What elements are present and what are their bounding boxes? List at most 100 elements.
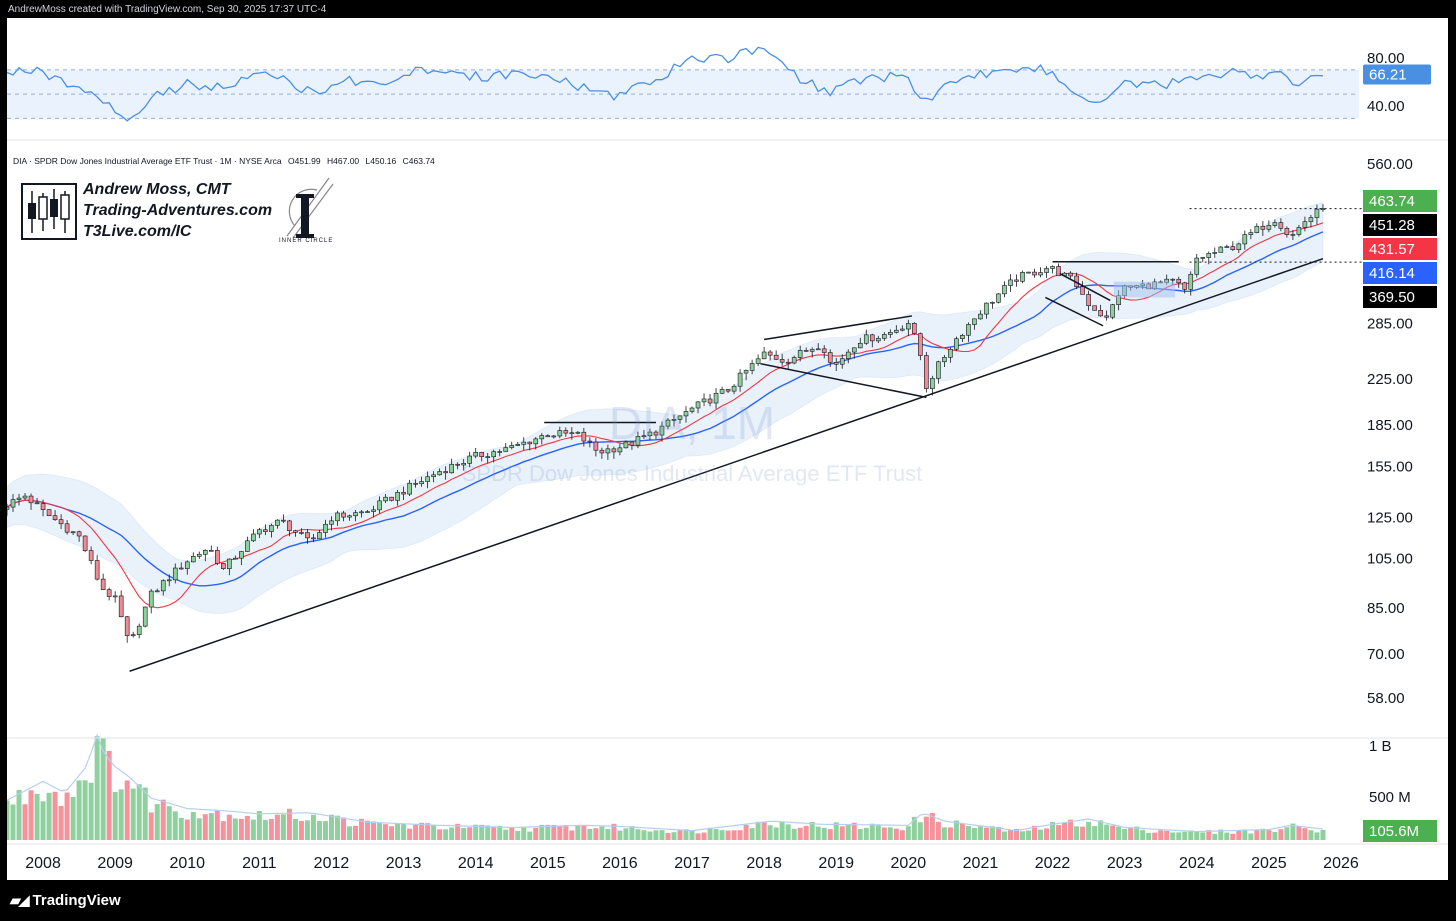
volume-bar (899, 830, 905, 840)
volume-bar (557, 826, 563, 840)
candle-body (713, 392, 719, 404)
volume-bar (995, 827, 1001, 840)
price-tag-label: 463.74 (1369, 193, 1415, 210)
candle-body (353, 512, 358, 517)
chart-frame: 80.00 40.00 66.21 560.00 285.00 225.00 185.00 1… (7, 18, 1448, 880)
year-tick-label: 2021 (963, 855, 999, 872)
volume-bar (1230, 833, 1236, 840)
volume-bar (148, 812, 154, 840)
volume-bar (1290, 823, 1296, 840)
volume-bar (989, 826, 995, 840)
volume-bar (641, 830, 647, 840)
year-tick-label: 2013 (386, 855, 422, 872)
volume-bar (605, 829, 611, 840)
tradingview-logo-icon: ▰◢ (10, 892, 29, 908)
year-tick-label: 2022 (1035, 855, 1071, 872)
volume-bar (851, 822, 857, 840)
volume-bar (821, 827, 827, 840)
brand-site-2: T3Live.com/IC (83, 223, 192, 240)
candle-body (467, 455, 472, 464)
candle-body (1278, 222, 1284, 229)
volume-bar (1296, 826, 1302, 840)
volume-bar (509, 827, 515, 840)
volume-bar (473, 824, 479, 840)
volume-bar (437, 829, 443, 840)
volume-bar (304, 820, 310, 840)
candle-body (779, 359, 785, 363)
volume-bar (1284, 827, 1290, 840)
candle-body (671, 419, 677, 421)
volume-bar (1248, 833, 1254, 840)
candle-body (341, 512, 346, 518)
candle-body (64, 523, 70, 533)
candle-body (761, 351, 767, 360)
symbol-legend[interactable]: DIA · SPDR Dow Jones Industrial Average … (13, 156, 439, 166)
candle-body (581, 431, 587, 442)
candle-body (1182, 282, 1188, 290)
volume-bar (208, 813, 214, 840)
volume-bar (875, 824, 881, 840)
candle-body (239, 551, 244, 559)
candle-body (1254, 225, 1260, 233)
candle-body (40, 503, 46, 510)
volume-bar (58, 806, 64, 840)
volume-bar (1104, 824, 1110, 840)
volume-bar (1146, 832, 1152, 840)
volume-bar (455, 823, 461, 840)
candle-body (785, 361, 791, 364)
volume-bar (280, 814, 286, 840)
candle-body (293, 530, 298, 533)
volume-bar (1038, 829, 1044, 840)
volume-bar (743, 824, 749, 840)
candle-body (413, 482, 418, 485)
year-tick-label: 2023 (1107, 855, 1143, 872)
chart-canvas[interactable]: 80.00 40.00 66.21 560.00 285.00 225.00 185.00 1… (7, 18, 1448, 880)
candle-body (942, 357, 947, 363)
candle-body (845, 351, 851, 359)
volume-bar (971, 828, 977, 840)
price-tag (1363, 262, 1437, 284)
volume-bar (340, 817, 346, 840)
candle-body (888, 332, 893, 335)
volume-bar (118, 789, 124, 840)
volume-bar (268, 818, 274, 840)
volume-bar (64, 792, 70, 840)
candle-body (209, 550, 214, 552)
candle-body (683, 411, 689, 417)
price-tag (1363, 238, 1437, 260)
volume-bar (322, 821, 328, 840)
volume-bar (671, 832, 677, 840)
candle-body (563, 430, 569, 434)
volume-bar (581, 825, 587, 840)
candle-body (918, 333, 923, 356)
candle-body (551, 435, 557, 438)
volume-bar (809, 821, 815, 840)
volume-bar (1134, 826, 1140, 840)
inner-circle-logo-icon (286, 177, 334, 239)
volume-bar (365, 820, 371, 840)
candle-body (227, 558, 232, 569)
candle-body (719, 389, 725, 394)
candle-body (395, 492, 400, 501)
candle-body (419, 481, 424, 485)
candle-body (1242, 234, 1248, 245)
tradingview-logo[interactable]: ▰◢ TradingView (10, 892, 121, 909)
candle-body (1236, 243, 1242, 251)
volume-bar (527, 831, 533, 840)
volume-bar (755, 821, 761, 840)
volume-bar (857, 829, 863, 840)
volume-bar (1308, 830, 1314, 840)
volume-bar (587, 828, 593, 840)
candle-body (7, 506, 10, 510)
candle-body (1044, 268, 1049, 273)
candle-body (1014, 279, 1019, 282)
volume-bar (779, 821, 785, 840)
candle-body (1056, 266, 1061, 277)
candle-body (455, 463, 460, 466)
candle-body (46, 509, 52, 516)
candle-body (725, 389, 731, 392)
volume-bar (1164, 830, 1170, 840)
candle-body (900, 328, 905, 331)
candle-body (803, 350, 809, 352)
volume-bar (761, 821, 767, 840)
